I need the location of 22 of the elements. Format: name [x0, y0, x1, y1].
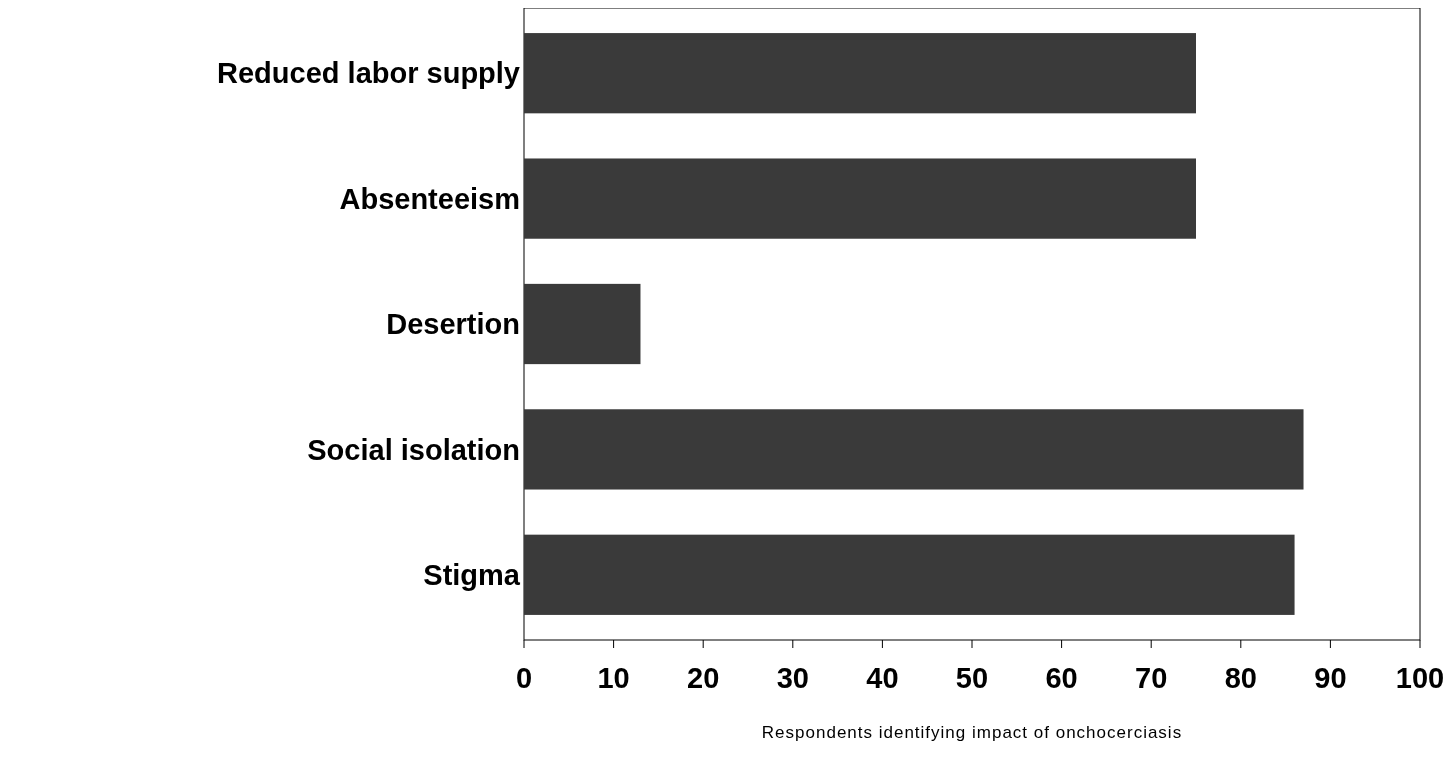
x-tick-label: 20	[687, 662, 720, 694]
x-tick-label: 40	[866, 662, 899, 694]
x-tick-label: 60	[1045, 662, 1078, 694]
x-tick-label: 50	[955, 662, 989, 694]
x-tick-label: 10	[597, 662, 630, 694]
bar	[524, 158, 1196, 239]
y-tick-label: Stigma	[423, 558, 521, 591]
bar	[524, 33, 1196, 114]
y-tick-label: Absenteeism	[339, 182, 520, 215]
x-tick-label: 0	[515, 662, 533, 694]
y-tick-label: Social isolation	[307, 433, 520, 466]
bar	[524, 283, 641, 365]
bar	[524, 409, 1304, 490]
y-tick-label: Reduced labor supply	[217, 57, 520, 90]
bar	[524, 534, 1295, 615]
y-tick-label: Desertion	[386, 308, 520, 341]
x-tick-label: 70	[1135, 662, 1168, 694]
x-tick-label: 90	[1314, 662, 1347, 694]
x-tick-label: 80	[1224, 662, 1257, 694]
x-axis-title: Respondents identifying impact of onchocerciasis	[761, 723, 1183, 742]
x-tick-label: 100	[1395, 662, 1445, 694]
x-tick-label: 30	[776, 662, 809, 694]
